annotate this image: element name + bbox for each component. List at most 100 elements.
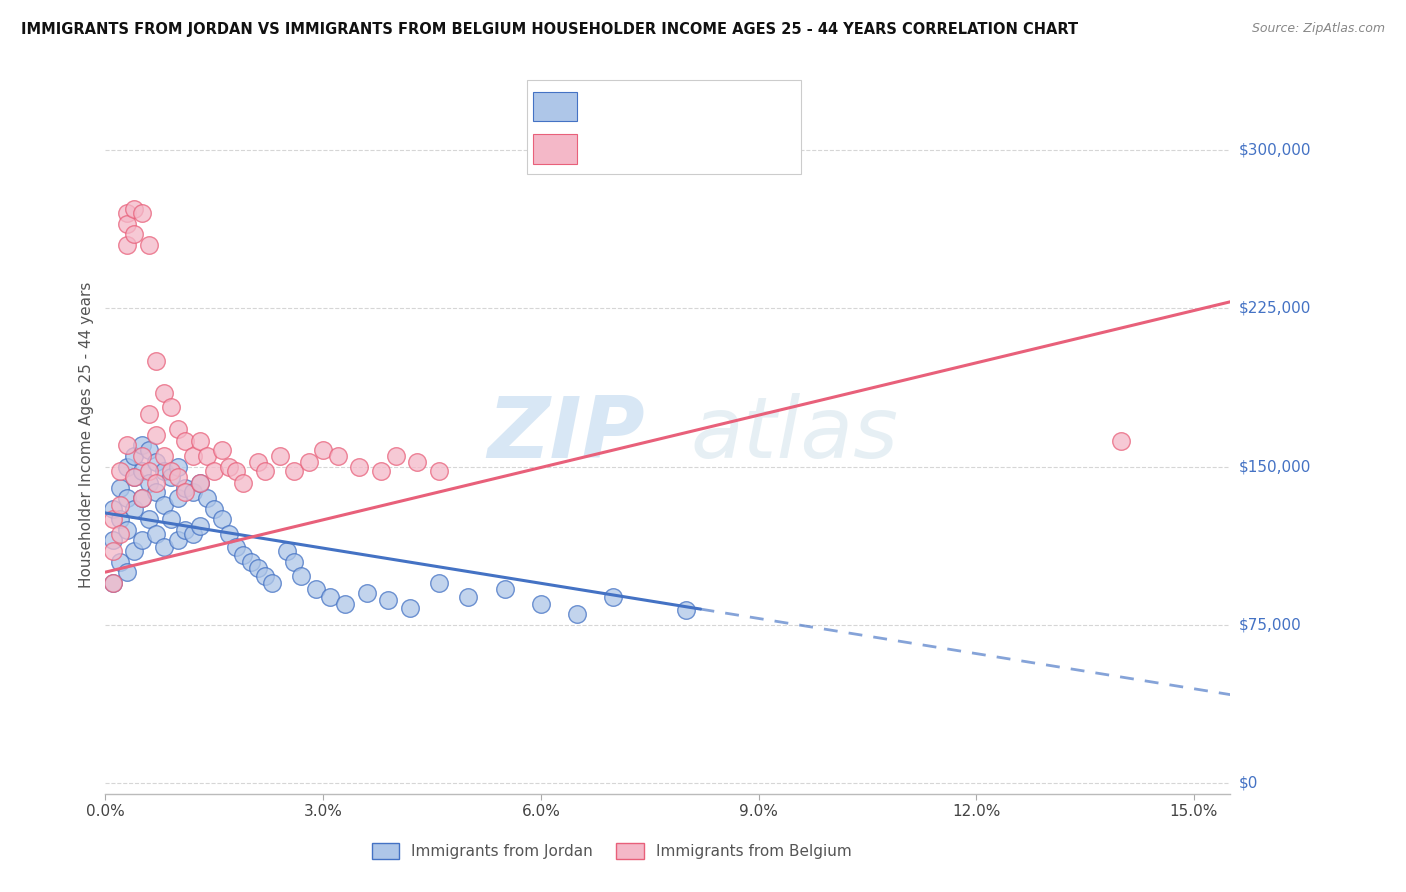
Point — [101, 533, 124, 548]
Point — [211, 442, 233, 457]
Point — [174, 434, 197, 449]
Point — [115, 217, 138, 231]
Point — [181, 449, 204, 463]
Point — [124, 227, 146, 242]
Point — [181, 527, 204, 541]
Point — [108, 481, 131, 495]
Point — [195, 491, 218, 506]
Point — [602, 591, 624, 605]
Point — [115, 206, 138, 220]
Point — [152, 385, 174, 400]
Point — [131, 206, 153, 220]
Point — [202, 501, 225, 516]
Text: $0: $0 — [1239, 776, 1258, 791]
Point — [225, 540, 247, 554]
Point — [108, 512, 131, 526]
Point — [145, 427, 167, 442]
Point — [152, 498, 174, 512]
Point — [254, 464, 277, 478]
Point — [225, 464, 247, 478]
Point — [138, 237, 160, 252]
Point — [406, 455, 429, 469]
Point — [298, 455, 321, 469]
Point — [108, 464, 131, 478]
Point — [427, 464, 450, 478]
Point — [152, 540, 174, 554]
Text: $150,000: $150,000 — [1239, 459, 1310, 474]
Point — [115, 459, 138, 474]
Point — [124, 470, 146, 484]
Point — [131, 533, 153, 548]
Point — [108, 527, 131, 541]
Point — [124, 202, 146, 216]
Point — [349, 459, 371, 474]
Text: IMMIGRANTS FROM JORDAN VS IMMIGRANTS FROM BELGIUM HOUSEHOLDER INCOME AGES 25 - 4: IMMIGRANTS FROM JORDAN VS IMMIGRANTS FRO… — [21, 22, 1078, 37]
Point — [188, 518, 211, 533]
Point — [174, 523, 197, 537]
Point — [675, 603, 697, 617]
FancyBboxPatch shape — [533, 92, 576, 121]
Point — [145, 484, 167, 499]
Point — [145, 476, 167, 491]
Point — [377, 592, 399, 607]
Point — [188, 434, 211, 449]
Point — [101, 501, 124, 516]
Point — [305, 582, 328, 596]
Point — [124, 470, 146, 484]
Point — [131, 491, 153, 506]
Point — [312, 442, 335, 457]
Point — [494, 582, 516, 596]
Point — [138, 407, 160, 421]
Point — [131, 491, 153, 506]
Point — [254, 569, 277, 583]
Point — [174, 481, 197, 495]
Point — [159, 464, 181, 478]
Point — [138, 476, 160, 491]
Point — [115, 523, 138, 537]
Point — [159, 512, 181, 526]
Point — [101, 575, 124, 590]
Point — [124, 501, 146, 516]
Point — [457, 591, 479, 605]
Point — [232, 548, 254, 562]
FancyBboxPatch shape — [533, 134, 576, 163]
Text: ZIP: ZIP — [488, 393, 645, 476]
Point — [115, 565, 138, 579]
Text: R =  0.286   N = 53: R = 0.286 N = 53 — [585, 140, 792, 158]
Point — [188, 476, 211, 491]
Point — [167, 470, 190, 484]
Point — [138, 442, 160, 457]
Point — [276, 544, 298, 558]
Point — [246, 455, 269, 469]
Point — [152, 449, 174, 463]
Legend: Immigrants from Jordan, Immigrants from Belgium: Immigrants from Jordan, Immigrants from … — [366, 837, 858, 865]
Text: R = -0.229   N = 64: R = -0.229 N = 64 — [585, 97, 792, 115]
Point — [101, 544, 124, 558]
Point — [152, 464, 174, 478]
Point — [167, 491, 190, 506]
Point — [427, 575, 450, 590]
Point — [101, 575, 124, 590]
Point — [159, 401, 181, 415]
Point — [356, 586, 378, 600]
Point — [131, 449, 153, 463]
Point — [283, 555, 305, 569]
Point — [290, 569, 312, 583]
Point — [115, 491, 138, 506]
Point — [319, 591, 342, 605]
Point — [108, 555, 131, 569]
Text: atlas: atlas — [690, 393, 898, 476]
Point — [167, 421, 190, 435]
Point — [124, 449, 146, 463]
Y-axis label: Householder Income Ages 25 - 44 years: Householder Income Ages 25 - 44 years — [79, 282, 94, 588]
Point — [269, 449, 291, 463]
Point — [145, 455, 167, 469]
Point — [399, 601, 422, 615]
Point — [174, 484, 197, 499]
Point — [101, 512, 124, 526]
Point — [131, 438, 153, 452]
Point — [246, 561, 269, 575]
Text: $225,000: $225,000 — [1239, 301, 1310, 316]
Text: Source: ZipAtlas.com: Source: ZipAtlas.com — [1251, 22, 1385, 36]
Point — [167, 459, 190, 474]
